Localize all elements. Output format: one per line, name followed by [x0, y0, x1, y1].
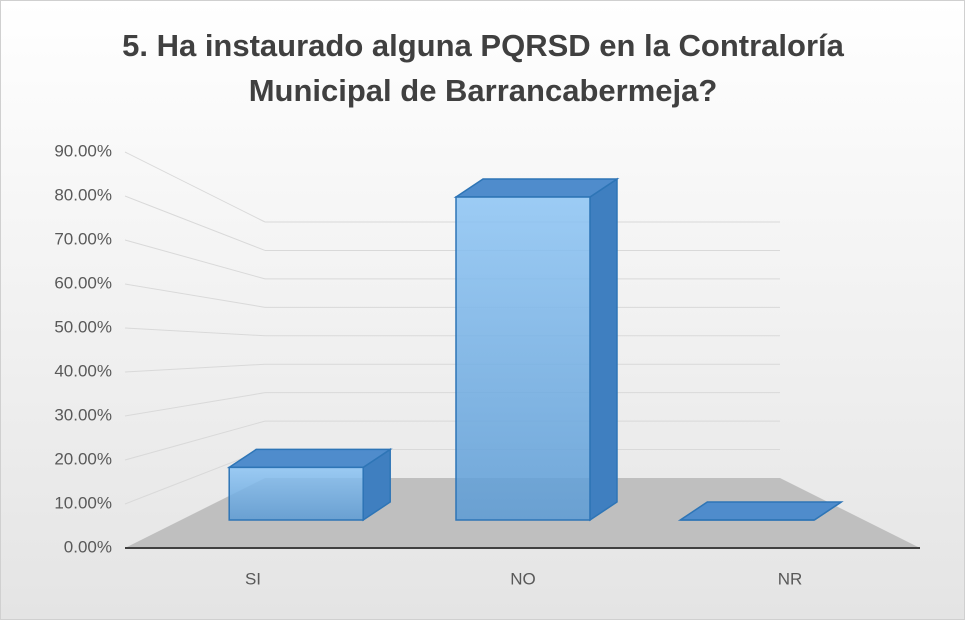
grid-line	[124, 195, 266, 251]
bar-front	[455, 196, 591, 521]
bar-top	[226, 448, 393, 469]
y-tick-label: 50.00%	[54, 317, 112, 336]
grid-line	[124, 392, 266, 417]
y-tick-label: 80.00%	[54, 185, 112, 204]
x-tick-label: NR	[778, 569, 803, 588]
chart-title: Municipal de Barrancabermeja?	[249, 73, 718, 108]
bar	[453, 177, 620, 522]
bar	[226, 448, 393, 522]
y-tick-label: 30.00%	[54, 405, 112, 424]
bar	[677, 501, 844, 521]
grid-line	[124, 283, 266, 308]
y-tick-label: 70.00%	[54, 229, 112, 248]
grid-line	[124, 327, 266, 337]
y-tick-label: 0.00%	[64, 537, 112, 556]
bar-front	[228, 466, 364, 521]
y-tick-label: 90.00%	[54, 141, 112, 160]
y-tick-label: 60.00%	[54, 273, 112, 292]
x-tick-label: NO	[510, 569, 536, 588]
y-tick-label: 10.00%	[54, 493, 112, 512]
grid-line	[124, 363, 266, 373]
y-tick-label: 20.00%	[54, 449, 112, 468]
bar-top	[453, 178, 620, 198]
grid-line	[124, 151, 266, 223]
bar-top	[677, 501, 844, 521]
x-tick-label: SI	[245, 569, 261, 588]
grid-line	[124, 420, 266, 461]
chart-title: 5. Ha instaurado alguna PQRSD en la Cont…	[122, 28, 845, 63]
grid-line	[124, 239, 266, 280]
bar-side	[589, 177, 618, 522]
y-tick-label: 40.00%	[54, 361, 112, 380]
